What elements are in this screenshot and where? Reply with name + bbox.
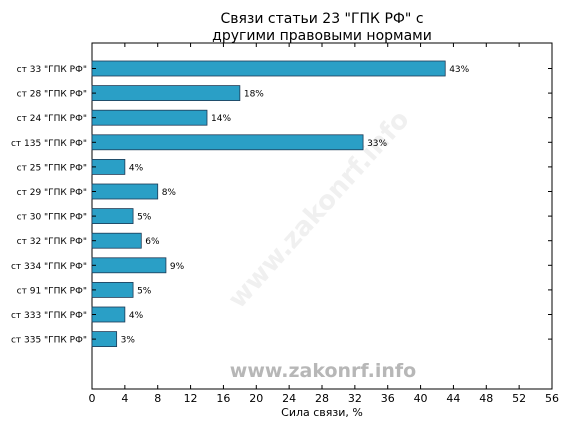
y-tick-label: ст 32 "ГПК РФ" <box>17 237 87 247</box>
bar <box>91 85 241 101</box>
bar-value-label: 18% <box>244 90 264 100</box>
bar-value-label: 14% <box>211 114 231 124</box>
x-tick-label: 28 <box>315 392 329 405</box>
x-tick-label: 12 <box>184 392 198 405</box>
x-axis-label: Сила связи, % <box>281 406 363 419</box>
bar-value-label: 3% <box>121 336 136 346</box>
bar <box>91 306 126 323</box>
bar-value-label: 9% <box>170 262 185 272</box>
bar-value-label: 4% <box>129 163 144 173</box>
bar-value-label: 33% <box>367 139 387 149</box>
y-tick-label: ст 33 "ГПК РФ" <box>17 65 87 75</box>
bar <box>91 60 446 77</box>
y-tick-label: ст 30 "ГПК РФ" <box>17 213 87 223</box>
x-tick-label: 44 <box>446 392 460 405</box>
x-tick-label: 4 <box>121 392 128 405</box>
bar <box>91 208 134 225</box>
x-ticks: 0 4 8 12 16 20 24 28 32 36 40 44 48 52 56 <box>89 43 559 405</box>
x-tick-label: 56 <box>545 392 559 405</box>
x-tick-label: 40 <box>414 392 428 405</box>
bar-value-label: 5% <box>137 286 152 296</box>
bar <box>91 183 159 200</box>
x-tick-label: 52 <box>512 392 526 405</box>
x-tick-label: 24 <box>282 392 296 405</box>
y-tick-label: ст 135 "ГПК РФ" <box>11 139 87 149</box>
x-tick-label: 20 <box>249 392 263 405</box>
y-tick-labels: ст 33 "ГПК РФ" ст 28 "ГПК РФ" ст 24 "ГПК Р… <box>11 65 552 346</box>
bar-value-label: 8% <box>162 188 177 198</box>
y-tick-label: ст 25 "ГПК РФ" <box>17 163 87 173</box>
bar <box>91 281 134 298</box>
y-tick-label: ст 24 "ГПК РФ" <box>17 114 87 124</box>
y-tick-label: ст 333 "ГПК РФ" <box>11 311 87 321</box>
bar <box>91 257 167 274</box>
bars-group: 43% 18% 14% 33% 4% 8% 5% 6% 9% 5% 4% 3% <box>91 60 470 348</box>
y-tick-label: ст 334 "ГПК РФ" <box>11 262 87 272</box>
bar <box>91 109 208 126</box>
x-tick-label: 8 <box>154 392 161 405</box>
bar <box>91 158 126 175</box>
x-tick-label: 48 <box>479 392 493 405</box>
bar <box>91 232 142 249</box>
chart-title-line-2: другими правовыми нормами <box>212 28 432 44</box>
x-tick-label: 36 <box>381 392 395 405</box>
bar-value-label: 5% <box>137 213 152 223</box>
y-tick-label: ст 29 "ГПК РФ" <box>17 188 87 198</box>
y-tick-label: ст 335 "ГПК РФ" <box>11 336 87 346</box>
chart-title-line-1: Связи статьи 23 "ГПК РФ" с <box>220 11 423 27</box>
bar-value-label: 6% <box>145 237 160 247</box>
bar-value-label: 43% <box>449 65 469 75</box>
x-tick-label: 16 <box>216 392 230 405</box>
x-tick-label: 32 <box>348 392 362 405</box>
bar <box>91 134 364 151</box>
x-tick-label: 0 <box>89 392 96 405</box>
y-tick-label: ст 91 "ГПК РФ" <box>17 286 87 296</box>
y-tick-label: ст 28 "ГПК РФ" <box>17 90 87 100</box>
bar-value-label: 4% <box>129 311 144 321</box>
watermark-text: www.zakonrf.info <box>230 360 416 382</box>
